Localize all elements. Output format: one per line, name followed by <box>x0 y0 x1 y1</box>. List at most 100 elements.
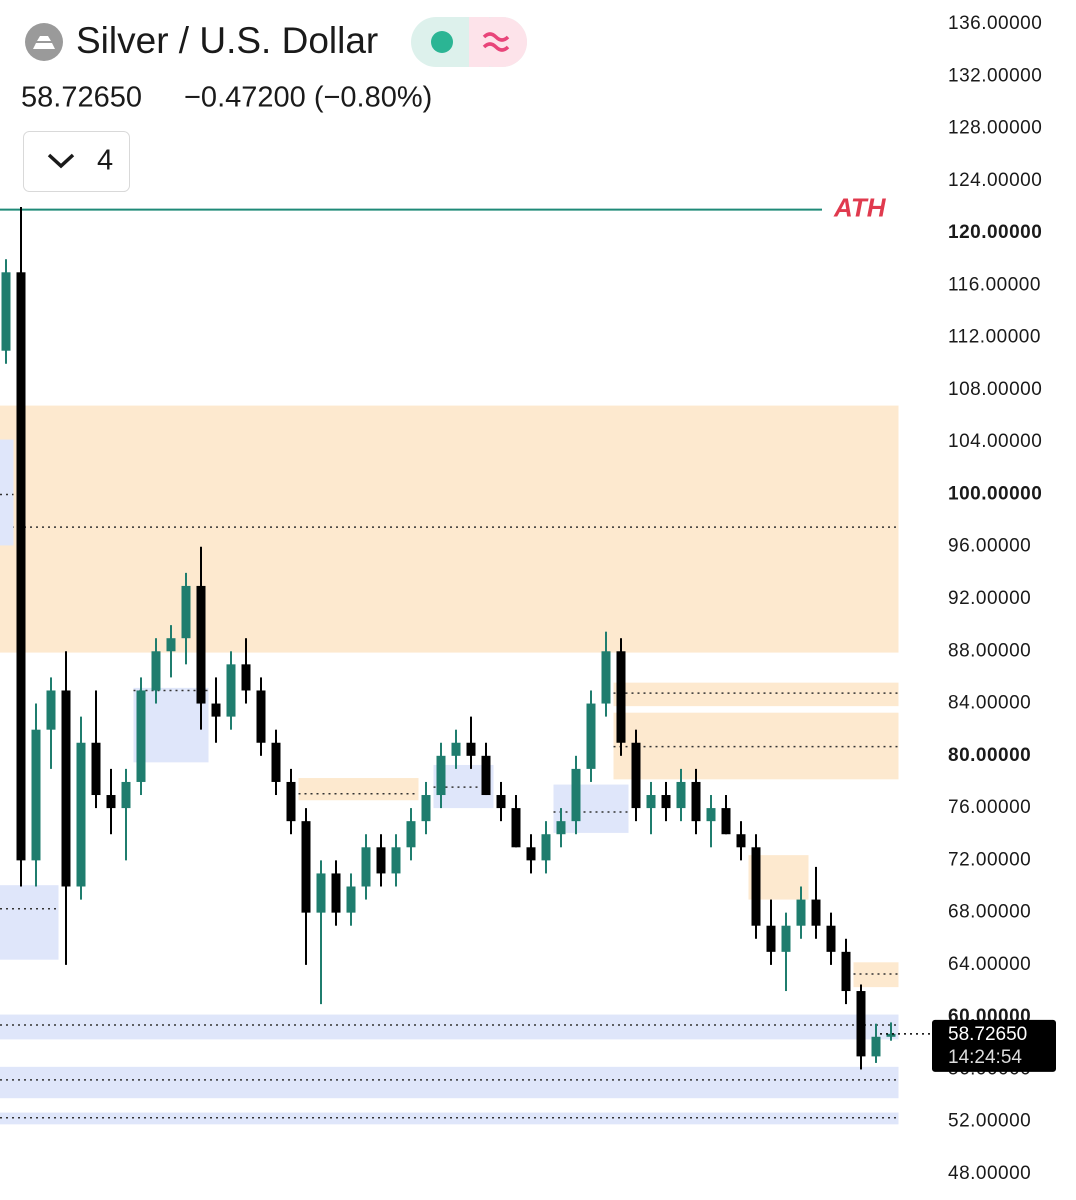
candle-body <box>451 742 461 756</box>
candle-body <box>871 1036 881 1057</box>
zone <box>0 1112 899 1125</box>
candle-body <box>526 847 536 861</box>
y-tick-label: 100.00000 <box>948 483 1042 504</box>
candle-body <box>316 873 326 913</box>
y-tick-label: 128.00000 <box>948 118 1042 139</box>
candle-body <box>346 886 356 913</box>
candle-body <box>16 272 26 861</box>
candle-body <box>616 651 626 743</box>
candle-body <box>226 664 236 717</box>
y-tick-label: 76.00000 <box>948 797 1031 818</box>
candle-body <box>706 808 716 822</box>
candle-body <box>856 991 866 1057</box>
y-tick-label: 52.00000 <box>948 1111 1031 1132</box>
y-tick-label: 108.00000 <box>948 379 1042 400</box>
price-badge-box <box>932 1019 1056 1072</box>
candle-body <box>496 795 506 809</box>
zone <box>0 405 899 653</box>
candle-body <box>106 795 116 809</box>
candle-body <box>286 781 296 822</box>
zone <box>0 885 59 960</box>
chart-title: Silver / U.S. Dollar <box>76 20 378 61</box>
zone <box>298 778 419 801</box>
candle-body <box>46 690 56 730</box>
zone <box>0 1066 899 1099</box>
candle-body <box>556 821 566 835</box>
candle-body <box>751 847 761 926</box>
price-badge-value: 58.72650 <box>948 1024 1027 1045</box>
y-tick-label: 120.00000 <box>948 222 1042 243</box>
symbol-icon <box>25 23 63 61</box>
candle-body <box>76 742 86 887</box>
candle-body <box>841 951 851 992</box>
candle-body <box>1 272 11 351</box>
delay-icon <box>482 32 510 52</box>
indicator-count: 4 <box>97 145 113 177</box>
ath-label: ATH <box>833 192 887 222</box>
zone <box>553 784 629 833</box>
y-tick-label: 132.00000 <box>948 65 1042 86</box>
status-pill-join <box>469 17 489 67</box>
candle-body <box>766 925 776 952</box>
candle-body <box>361 847 371 887</box>
candle-body <box>721 808 731 835</box>
candle-body <box>481 755 491 796</box>
candle-body <box>211 703 221 717</box>
candle-body <box>796 899 806 926</box>
candle-body <box>301 821 311 913</box>
candle-body <box>421 795 431 822</box>
candle-body <box>571 768 581 822</box>
candle-body <box>541 834 551 861</box>
candle-body <box>166 638 176 652</box>
y-tick-label: 112.00000 <box>948 327 1041 348</box>
y-tick-label: 124.00000 <box>948 170 1042 191</box>
chevron-icon <box>47 153 75 169</box>
candle-body <box>586 703 596 769</box>
candle-body <box>466 742 476 756</box>
candle-body <box>661 795 671 809</box>
candle-body <box>646 795 656 809</box>
y-tick-label: 48.00000 <box>948 1163 1031 1184</box>
candle-body <box>151 651 161 691</box>
candle-body <box>121 781 131 809</box>
candle-body <box>781 925 791 952</box>
last-price: 58.72650 <box>21 82 142 114</box>
price-badge-countdown: 14:24:54 <box>948 1047 1022 1068</box>
candle-body <box>691 781 701 822</box>
candle-body <box>241 664 251 691</box>
candle-body <box>136 690 146 782</box>
y-tick-label: 72.00000 <box>948 849 1031 870</box>
candle-body <box>181 585 191 639</box>
y-tick-label: 84.00000 <box>948 693 1031 714</box>
candle-body <box>256 690 266 743</box>
zone <box>0 439 14 546</box>
candle-body <box>196 585 206 704</box>
candle-body <box>271 742 281 782</box>
candle-body <box>331 873 341 913</box>
y-tick-label: 116.00000 <box>948 274 1041 295</box>
zone <box>613 712 899 780</box>
candle-body <box>511 808 521 848</box>
candle-body <box>811 899 821 926</box>
candle-body <box>676 781 686 809</box>
candle-body <box>61 690 71 887</box>
candle-body <box>886 1033 896 1037</box>
zone <box>133 687 209 763</box>
candle-body <box>31 729 41 861</box>
indicator-toggle[interactable] <box>23 131 130 192</box>
y-tick-label: 68.00000 <box>948 902 1031 923</box>
symbol-icon-bars <box>33 36 55 49</box>
y-tick-label: 92.00000 <box>948 588 1031 609</box>
market-open-dot <box>431 31 453 53</box>
candle-body <box>826 925 836 952</box>
y-tick-label: 136.00000 <box>948 13 1042 34</box>
candle-body <box>436 755 446 796</box>
candle-body <box>376 847 386 874</box>
zone <box>0 1014 899 1040</box>
y-tick-label: 96.00000 <box>948 536 1031 557</box>
header: Silver / U.S. Dollar 58.72650 −0.47200 (… <box>21 17 527 192</box>
candle-body <box>91 742 101 796</box>
